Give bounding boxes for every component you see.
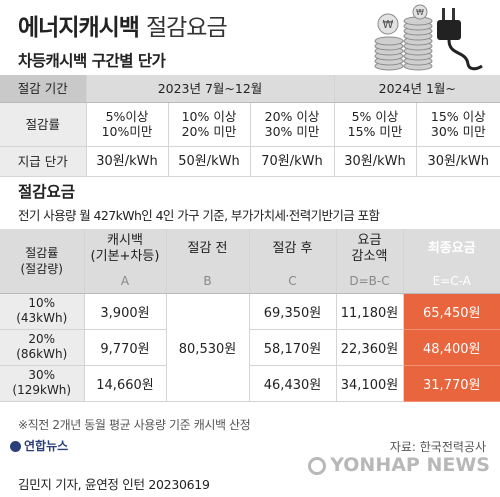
rate-cell: 20% 이상 30% 미만 [250,102,335,147]
row-after: 58,170원 [249,329,337,366]
row-rate: 10% (43kWh) [0,293,85,330]
row-amount: (43kWh) [16,311,68,325]
price-label: 지급 단가 [0,146,87,177]
row-cashback: 3,900원 [84,293,167,330]
row-reduction: 11,180원 [336,293,404,330]
row-cashback: 9,770원 [84,329,167,366]
rate-cell: 10% 이상 20% 미만 [168,102,251,147]
row-amount: (129kWh) [12,383,72,397]
table-row: 10% (43kWh) 3,900원 80,530원 69,350원 11,180… [0,293,500,402]
header-rate: 절감률 (절감량) [0,229,85,294]
row-reduction: 22,360원 [336,329,404,366]
code-cashback: A [84,269,167,294]
period-2024: 2024년 1월~ [334,75,500,103]
price-cell: 30원/kWh [334,146,417,177]
row-rate-value: 30% [28,368,56,382]
price-cell: 50원/kWh [168,146,251,177]
before-value: 80,530원 [166,293,250,402]
plug-icon [437,8,483,71]
period-row: 절감 기간 2023년 7월~12월 2024년 1월~ [0,75,500,103]
rate-cell: 5% 이상 15% 미만 [334,102,417,147]
byline: 김민지 기자, 윤연정 인턴 20230619 [18,477,210,492]
price-cell: 30원/kWh [86,146,169,177]
page-title: 에너지캐시백 절감요금 [18,8,228,42]
yonhap-logo: 연합뉴스 [10,437,68,454]
row-rate: 20% (86kWh) [0,329,85,366]
logo-text: 연합뉴스 [24,439,69,453]
won-coin-icon: ₩ [412,4,428,20]
table-row: 30% (129kWh) 14,660원 46,430원 34,100원 31,7… [0,365,500,402]
header-before: 절감 전 [166,229,250,269]
footnote: ※직전 2개년 동월 평균 사용량 기준 캐시백 산정 [18,418,251,432]
row-rate: 30% (129kWh) [0,365,85,402]
row-after: 46,430원 [249,365,337,402]
header-row: 절감률 (절감량) 캐시백 (기본+차등) 절감 전 절감 후 요금 감소액 최종요금 [0,229,500,294]
unit-price-table: 절감 기간 2023년 7월~12월 2024년 1월~ 절감률 5%이상 10%… [0,75,500,177]
won-symbol: ₩ [416,8,424,17]
watermark-text: YONHAP NEWS [330,454,490,476]
won-symbol: ₩ [383,18,394,31]
section-title-savings: 절감요금 [18,183,76,201]
source-text: 자료: 한국전력공사 [389,440,486,454]
rate-row: 절감률 5%이상 10%미만 10% 이상 20% 미만 20% 이상 30% 미만 … [0,102,500,147]
header-reduction-line2: 감소액 [351,249,388,264]
title-sub: 절감요금 [145,15,228,41]
rate-max: 30% 미만 [264,124,320,139]
header-cashback-line2: (기본+차등) [90,249,160,264]
watermark-icon [308,456,327,475]
row-final: 31,770원 [403,365,500,402]
row-final: 48,400원 [403,329,500,366]
section-description: 전기 사용량 월 427kWh인 4인 가구 기준, 부가가치세·전력기반기금 … [18,208,380,223]
header-cashback-line1: 캐시백 [107,233,143,248]
price-cell: 70원/kWh [250,146,335,177]
header-after: 절감 후 [249,229,337,269]
code-reduction: D=B-C [336,269,404,294]
row-cashback: 14,660원 [84,365,167,402]
won-coin-icon: ₩ [377,13,399,35]
row-final: 65,450원 [403,293,500,330]
rate-min: 5%이상 [105,109,149,124]
header-reduction-line1: 요금 [357,233,382,248]
savings-table: 절감률 (절감량) 캐시백 (기본+차등) 절감 전 절감 후 요금 감소액 최종요금… [0,229,500,402]
code-after: C [249,269,337,294]
rate-max: 15% 미만 [347,124,403,139]
price-row: 지급 단가 30원/kWh 50원/kWh 70원/kWh 30원/kWh 30… [0,146,500,177]
coins-plug-illustration: ₩ ₩ [374,4,483,71]
rate-max: 20% 미만 [181,124,237,139]
table-row: 20% (86kWh) 9,770원 58,170원 22,360원 48,400… [0,329,500,366]
code-before: B [166,269,250,294]
title-main: 에너지캐시백 [18,15,140,41]
row-reduction: 34,100원 [336,365,404,402]
code-final: E=C-A [403,269,500,294]
section-title-unit-price: 차등캐시백 구간별 단가 [18,52,166,70]
rate-label: 절감률 [0,102,87,147]
header-rate-line2: (절감량) [20,261,63,276]
coin-stack-icon [374,16,433,71]
rate-min: 15% 이상 [430,109,486,124]
rate-cell: 5%이상 10%미만 [86,102,169,147]
rate-max: 10%미만 [101,124,153,139]
header-cashback: 캐시백 (기본+차등) [84,229,167,269]
watermark: YONHAP NEWS [308,454,490,476]
row-rate-value: 20% [28,332,56,346]
period-2023: 2023년 7월~12월 [86,75,335,103]
row-amount: (86kWh) [16,347,68,361]
rate-min: 20% 이상 [264,109,320,124]
row-after: 69,350원 [249,293,337,330]
rate-min: 10% 이상 [181,109,237,124]
code-row: A B C D=B-C E=C-A [0,269,500,294]
period-label: 절감 기간 [0,75,87,103]
header-reduction: 요금 감소액 [336,229,404,269]
rate-cell: 15% 이상 30% 미만 [416,102,500,147]
rate-min: 5% 이상 [351,109,399,124]
row-rate-value: 10% [28,296,56,310]
rate-max: 30% 미만 [430,124,486,139]
header-final: 최종요금 [403,229,500,269]
price-cell: 30원/kWh [416,146,500,177]
logo-icon [10,441,21,452]
header-rate-line1: 절감률 [25,245,59,260]
